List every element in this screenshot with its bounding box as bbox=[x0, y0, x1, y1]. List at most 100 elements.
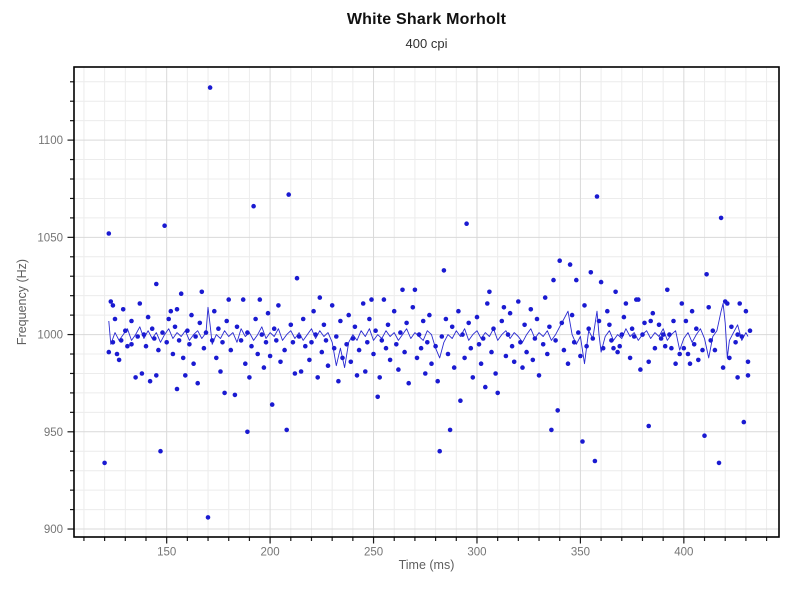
data-point bbox=[133, 375, 138, 380]
data-point bbox=[671, 318, 676, 324]
data-point bbox=[621, 314, 627, 320]
data-point bbox=[596, 318, 602, 324]
data-point bbox=[648, 318, 653, 324]
data-point bbox=[118, 338, 124, 343]
data-point bbox=[203, 330, 209, 335]
data-point bbox=[348, 359, 354, 365]
data-point bbox=[137, 301, 143, 306]
data-point bbox=[594, 194, 600, 199]
data-point bbox=[524, 349, 529, 355]
data-point bbox=[511, 359, 517, 365]
data-point bbox=[414, 355, 420, 361]
data-point bbox=[650, 310, 656, 316]
data-point bbox=[238, 338, 244, 343]
data-point bbox=[435, 378, 441, 384]
data-point bbox=[139, 371, 145, 376]
data-point bbox=[495, 390, 501, 396]
data-point bbox=[201, 345, 207, 351]
data-point bbox=[580, 439, 585, 444]
data-point bbox=[491, 326, 496, 332]
data-point bbox=[383, 345, 389, 351]
data-point bbox=[503, 353, 509, 359]
data-point bbox=[253, 316, 258, 322]
data-point bbox=[267, 353, 273, 359]
data-point bbox=[687, 361, 693, 367]
data-point bbox=[551, 277, 556, 283]
data-point bbox=[549, 427, 554, 433]
data-point bbox=[234, 324, 240, 330]
x-tick-label: 250 bbox=[364, 547, 383, 559]
data-point bbox=[112, 316, 118, 322]
data-point bbox=[243, 361, 248, 367]
data-point bbox=[129, 342, 134, 347]
data-point bbox=[631, 334, 637, 339]
data-point bbox=[576, 330, 581, 335]
data-point bbox=[120, 307, 126, 312]
data-point bbox=[493, 371, 498, 376]
data-point bbox=[439, 334, 445, 339]
data-point bbox=[735, 375, 740, 380]
y-tick-label: 1050 bbox=[37, 232, 63, 244]
data-point bbox=[396, 367, 401, 372]
data-point bbox=[423, 371, 428, 376]
data-point bbox=[402, 349, 407, 355]
data-point bbox=[567, 262, 573, 267]
data-point bbox=[261, 365, 267, 370]
x-tick-label: 200 bbox=[261, 547, 280, 559]
data-point bbox=[458, 398, 463, 404]
chart-subtitle: 400 cpi bbox=[405, 36, 448, 51]
y-tick-label: 1100 bbox=[38, 135, 63, 147]
data-point bbox=[615, 349, 620, 355]
data-point bbox=[365, 340, 370, 345]
data-point bbox=[187, 342, 192, 347]
data-point bbox=[216, 326, 221, 332]
data-point bbox=[468, 345, 474, 351]
data-point bbox=[125, 343, 130, 349]
data-point bbox=[623, 301, 629, 306]
data-point bbox=[129, 318, 134, 324]
data-point bbox=[154, 373, 159, 378]
data-point bbox=[116, 357, 122, 363]
data-point bbox=[702, 433, 707, 439]
data-point bbox=[245, 429, 250, 435]
data-point bbox=[745, 373, 751, 378]
data-point bbox=[590, 336, 596, 341]
data-point bbox=[240, 297, 246, 302]
data-point bbox=[164, 340, 169, 345]
data-point bbox=[425, 340, 430, 345]
data-point bbox=[166, 316, 171, 322]
data-point bbox=[735, 332, 740, 337]
data-point bbox=[665, 287, 670, 293]
data-point bbox=[600, 345, 606, 351]
data-point bbox=[102, 460, 107, 466]
data-point bbox=[176, 338, 182, 343]
data-point bbox=[307, 357, 312, 363]
data-point bbox=[329, 303, 335, 308]
data-point bbox=[652, 345, 658, 351]
data-point bbox=[607, 322, 612, 328]
data-point bbox=[369, 297, 374, 302]
data-point bbox=[427, 312, 432, 318]
data-point bbox=[685, 351, 691, 357]
data-point bbox=[565, 361, 571, 367]
data-point bbox=[114, 351, 120, 357]
data-point bbox=[501, 305, 507, 310]
data-point bbox=[284, 427, 290, 433]
data-point bbox=[189, 312, 194, 318]
data-point bbox=[619, 332, 625, 337]
data-point bbox=[218, 369, 223, 374]
data-point bbox=[547, 324, 552, 330]
data-point bbox=[679, 301, 685, 306]
data-point bbox=[363, 369, 368, 374]
data-point bbox=[360, 301, 366, 306]
data-point bbox=[561, 347, 567, 353]
data-point bbox=[691, 342, 697, 347]
data-point bbox=[683, 318, 689, 324]
data-point bbox=[441, 268, 447, 273]
smoothed-trace-line bbox=[108, 303, 749, 369]
data-point bbox=[741, 419, 747, 425]
data-point bbox=[226, 297, 231, 302]
data-point bbox=[483, 384, 488, 390]
